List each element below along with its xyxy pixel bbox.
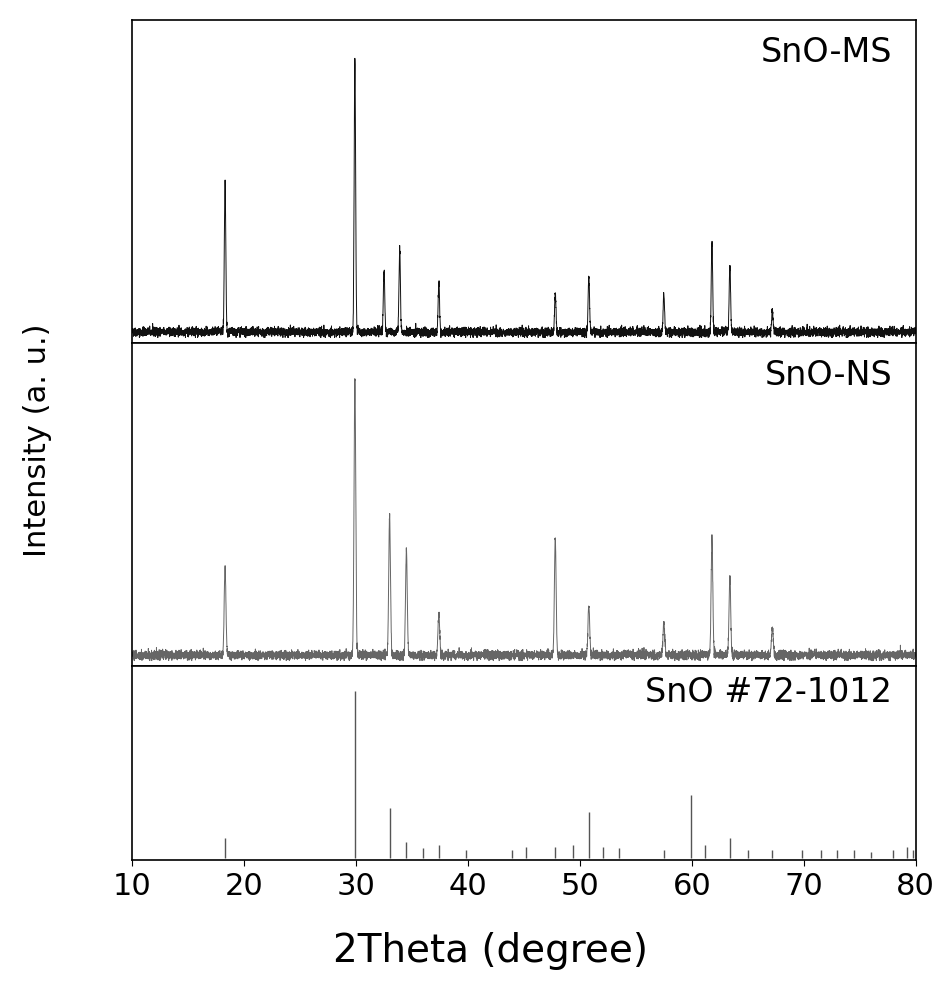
Text: SnO #72-1012: SnO #72-1012 <box>645 676 892 709</box>
Text: SnO-MS: SnO-MS <box>761 36 892 69</box>
Text: 2Theta (degree): 2Theta (degree) <box>333 932 649 970</box>
Text: SnO-NS: SnO-NS <box>765 359 892 392</box>
Text: Intensity (a. u.): Intensity (a. u.) <box>24 323 52 557</box>
